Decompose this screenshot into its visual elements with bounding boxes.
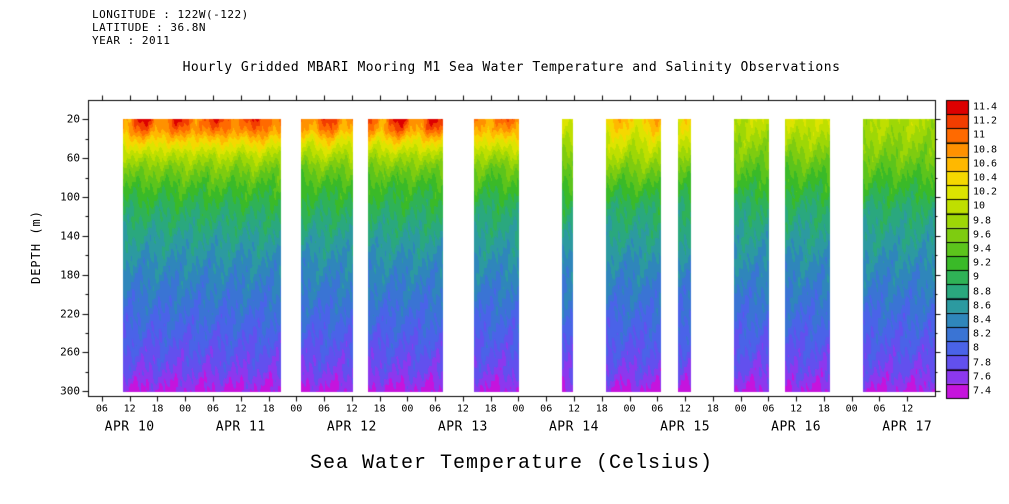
x-hour-label: 18 <box>262 403 275 415</box>
x-hour-label: 12 <box>567 403 580 415</box>
x-hour-label: 12 <box>679 403 692 415</box>
info-longitude: LONGITUDE : 122W(-122) <box>92 8 249 21</box>
y-tick-label: 180 <box>60 268 80 282</box>
x-hour-label: 00 <box>845 403 858 415</box>
x-hour-label: 06 <box>206 403 219 415</box>
y-tick-label: 60 <box>66 151 80 165</box>
colorbar-label: 7.6 <box>973 371 992 383</box>
x-hour-label: 18 <box>706 403 719 415</box>
colorbar-label: 8.4 <box>973 314 992 326</box>
x-hour-label: 12 <box>901 403 914 415</box>
colorbar-label: 8.6 <box>973 300 992 312</box>
x-hour-label: 12 <box>456 403 469 415</box>
x-hour-label: 18 <box>373 403 386 415</box>
y-axis-label: DEPTH (m) <box>29 209 43 285</box>
x-hour-label: 12 <box>123 403 136 415</box>
x-hour-label: 00 <box>290 403 303 415</box>
x-hour-label: 18 <box>817 403 830 415</box>
x-date-label: APR 15 <box>660 419 711 435</box>
x-date-label: APR 16 <box>771 419 822 435</box>
colorbar-label: 10.2 <box>973 186 998 198</box>
colorbar-label: 8.8 <box>973 286 992 298</box>
x-hour-label: 06 <box>651 403 664 415</box>
colorbar-label: 11.2 <box>973 115 998 127</box>
info-latitude: LATITUDE : 36.8N <box>92 21 206 34</box>
x-hour-label: 12 <box>234 403 247 415</box>
x-date-label: APR 11 <box>215 419 266 435</box>
x-hour-label: 00 <box>623 403 636 415</box>
colorbar-label: 9.8 <box>973 215 992 227</box>
x-hour-label: 12 <box>790 403 803 415</box>
y-tick-label: 100 <box>60 190 80 204</box>
x-hour-label: 06 <box>318 403 331 415</box>
colorbar-label: 7.4 <box>973 385 992 397</box>
chart-title: Hourly Gridded MBARI Mooring M1 Sea Wate… <box>182 60 841 75</box>
x-date-label: APR 12 <box>326 419 377 435</box>
colorbar-label: 9 <box>973 271 980 283</box>
x-hour-label: 06 <box>95 403 108 415</box>
colorbar-label: 8.2 <box>973 328 992 340</box>
colorbar-label: 10 <box>973 200 986 212</box>
colorbar-label: 9.6 <box>973 229 992 241</box>
y-tick-label: 20 <box>66 112 80 126</box>
x-hour-label: 00 <box>512 403 525 415</box>
x-hour-label: 18 <box>595 403 608 415</box>
colorbar-label: 11 <box>973 129 986 141</box>
x-hour-label: 18 <box>151 403 164 415</box>
colorbar-label: 7.8 <box>973 357 992 369</box>
x-hour-label: 06 <box>540 403 553 415</box>
y-tick-label: 260 <box>60 345 80 359</box>
colorbar-label: 10.8 <box>973 144 998 156</box>
colorbar-label: 9.4 <box>973 243 992 255</box>
info-year: YEAR : 2011 <box>92 34 171 47</box>
header-info: LONGITUDE : 122W(-122) LATITUDE : 36.8N … <box>92 8 249 47</box>
x-date-label: APR 10 <box>104 419 155 435</box>
colorbar-label: 11.4 <box>973 101 998 113</box>
x-date-label: APR 13 <box>437 419 488 435</box>
x-hour-label: 00 <box>179 403 192 415</box>
colorbar-label: 9.2 <box>973 257 992 269</box>
x-hour-label: 00 <box>401 403 414 415</box>
x-hour-label: 06 <box>429 403 442 415</box>
x-hour-label: 00 <box>734 403 747 415</box>
x-hour-label: 06 <box>762 403 775 415</box>
x-hour-label: 18 <box>484 403 497 415</box>
y-tick-label: 300 <box>60 384 80 398</box>
x-hour-label: 12 <box>345 403 358 415</box>
colorbar-label: 10.6 <box>973 158 998 170</box>
colorbar-label: 8 <box>973 342 980 354</box>
x-axis-title: Sea Water Temperature (Celsius) <box>309 452 714 475</box>
x-date-label: APR 17 <box>882 419 933 435</box>
colorbar-label: 10.4 <box>973 172 998 184</box>
x-hour-label: 06 <box>873 403 886 415</box>
y-tick-label: 220 <box>60 307 80 320</box>
x-date-label: APR 14 <box>548 419 599 435</box>
y-tick-label: 140 <box>60 229 80 243</box>
